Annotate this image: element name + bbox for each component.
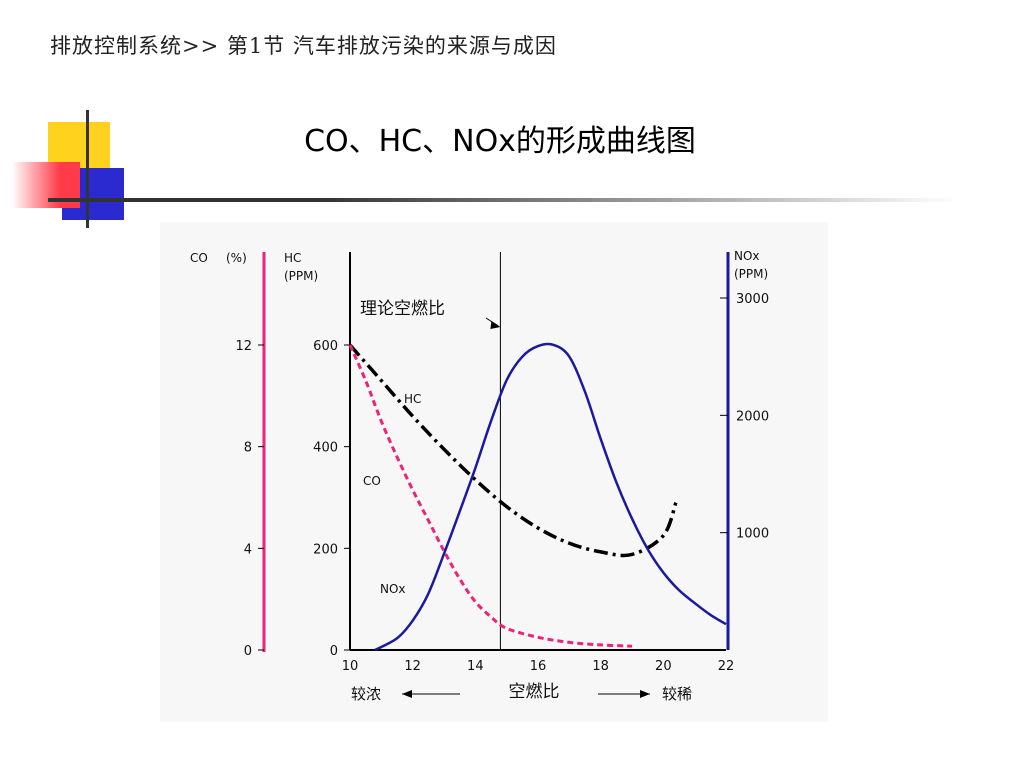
deco-vertical-line: [86, 110, 89, 228]
co-curve: [348, 344, 633, 648]
chart-panel: CO (%) HC (PPM) NOx (PPM) 0 4 8 12 0 200 400 600 1000 2…: [160, 222, 828, 722]
arrow-right-head: [640, 690, 650, 698]
title-underline: [48, 198, 958, 202]
annotation-arrow-head: [490, 321, 501, 329]
hc-tick-label: 600: [313, 339, 338, 354]
x-tick-label: 14: [467, 659, 484, 674]
corner-decoration: [0, 110, 160, 230]
co-tick-label: 0: [244, 644, 252, 659]
nox-series-label: NOx: [380, 582, 406, 596]
co-axis-unit: (%): [226, 251, 247, 265]
x-tick-label: 16: [530, 659, 547, 674]
emission-chart: CO (%) HC (PPM) NOx (PPM) 0 4 8 12 0 200 400 600 1000 2…: [190, 249, 769, 703]
co-series-label: CO: [363, 474, 381, 488]
nox-axis-title: NOx: [734, 249, 760, 263]
hc-tick-label: 0: [330, 644, 338, 659]
slide-title: CO、HC、NOx的形成曲线图: [304, 124, 696, 159]
arrow-left-head: [402, 690, 412, 698]
x-tick-label: 10: [342, 659, 359, 674]
x-axis-title: 空燃比: [509, 682, 560, 702]
x-right-label: 较稀: [662, 685, 692, 703]
co-axis-title: CO: [190, 251, 208, 265]
hc-axis-title: HC: [284, 251, 301, 265]
nox-axis-unit: (PPM): [734, 267, 768, 281]
nox-curve: [374, 342, 727, 652]
hc-tick-label: 400: [313, 441, 338, 456]
breadcrumb: 排放控制系统>> 第1节 汽车排放污染的来源与成因: [50, 34, 557, 58]
stoichiometric-annotation: 理论空燃比: [360, 299, 445, 319]
x-tick-label: 18: [592, 659, 609, 674]
co-tick-label: 12: [235, 339, 252, 354]
hc-series-label: HC: [404, 392, 421, 406]
x-tick-label: 12: [404, 659, 421, 674]
x-tick-label: 20: [655, 659, 672, 674]
hc-axis-unit: (PPM): [284, 269, 318, 283]
hc-curve: [348, 343, 678, 558]
hc-tick-label: 200: [313, 542, 338, 557]
nox-tick-label: 1000: [736, 527, 769, 542]
nox-tick-label: 2000: [736, 409, 769, 424]
nox-tick-label: 3000: [736, 292, 769, 307]
x-left-label: 较浓: [351, 685, 381, 703]
co-tick-label: 4: [244, 542, 252, 557]
co-tick-label: 8: [244, 441, 252, 456]
x-tick-label: 22: [718, 659, 735, 674]
